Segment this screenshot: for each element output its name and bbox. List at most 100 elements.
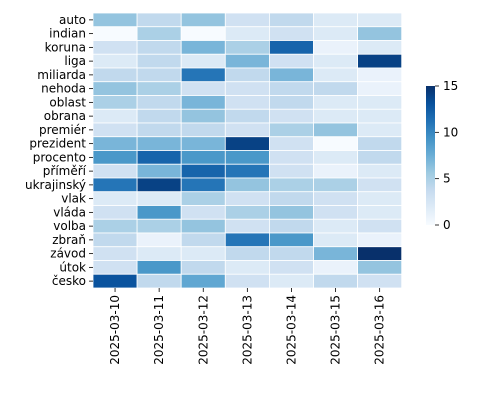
- heatmap-cell: [136, 177, 182, 193]
- heatmap-cell: [224, 246, 270, 261]
- heatmap-cell: [136, 205, 182, 220]
- heatmap-cell: [224, 177, 270, 193]
- heatmap-cell: [92, 177, 138, 193]
- heatmap-cell: [357, 218, 403, 234]
- heatmap-cell: [136, 273, 182, 289]
- heatmap-cell: [136, 191, 182, 206]
- heatmap-cell: [92, 273, 138, 289]
- heatmap-cell: [313, 163, 358, 179]
- heatmap-cell: [357, 163, 403, 179]
- colorbar-gradient: [426, 86, 435, 225]
- heatmap-cell: [357, 53, 403, 69]
- heatmap-cell: [224, 12, 270, 28]
- heatmap-cell: [180, 150, 226, 165]
- heatmap-cell: [357, 122, 403, 138]
- y-tick-label: miliarda: [37, 68, 86, 82]
- heatmap-cell: [136, 95, 182, 110]
- heatmap-cell: [224, 136, 270, 151]
- heatmap-cell: [313, 122, 358, 138]
- heatmap-cell: [92, 108, 138, 124]
- heatmap-cell: [136, 122, 182, 138]
- colorbar-tick-label: 10: [443, 125, 458, 139]
- heatmap-cell: [313, 26, 358, 41]
- heatmap-cell: [136, 246, 182, 261]
- heatmap-cell: [268, 191, 314, 206]
- heatmap-cell: [313, 12, 358, 28]
- heatmap-cell: [136, 26, 182, 41]
- y-axis-labels: autoindiankorunaligamiliardanehodaoblast…: [25, 13, 93, 288]
- x-tick-label: 2025-03-13: [240, 295, 254, 365]
- heatmap-cell: [224, 95, 270, 110]
- y-tick-label: ukrajinský: [25, 178, 86, 192]
- heatmap-cell: [136, 260, 182, 275]
- heatmap-cell: [224, 260, 270, 275]
- y-tick-label: vlak: [61, 192, 86, 206]
- heatmap-cell: [357, 12, 403, 28]
- heatmap-cell: [313, 246, 358, 261]
- heatmap-cell: [268, 273, 314, 289]
- heatmap-cell: [180, 81, 226, 96]
- heatmap-cell: [224, 205, 270, 220]
- heatmap-cells: [92, 12, 403, 289]
- heatmap-cell: [357, 246, 403, 261]
- heatmap-cell: [180, 26, 226, 41]
- heatmap-cell: [357, 205, 403, 220]
- heatmap-cell: [357, 40, 403, 55]
- heatmap-cell: [357, 260, 403, 275]
- heatmap-cell: [92, 205, 138, 220]
- x-axis-labels: 2025-03-10 2025-03-11 2025-03-12 2025-03-13…: [108, 288, 387, 365]
- heatmap-cell: [180, 122, 226, 138]
- heatmap-cell: [357, 26, 403, 41]
- heatmap-cell: [268, 12, 314, 28]
- y-tick-label: nehoda: [41, 82, 86, 96]
- heatmap-cell: [224, 26, 270, 41]
- heatmap-cell: [357, 150, 403, 165]
- heatmap-cell: [92, 246, 138, 261]
- heatmap-cell: [92, 218, 138, 234]
- y-tick-label: útok: [59, 260, 86, 274]
- heatmap-cell: [313, 108, 358, 124]
- heatmap-cell: [180, 177, 226, 193]
- heatmap-cell: [224, 53, 270, 69]
- colorbar-ticks: 0 5 10 15: [435, 79, 458, 232]
- heatmap-cell: [180, 12, 226, 28]
- heatmap-cell: [357, 273, 403, 289]
- heatmap-cell: [180, 273, 226, 289]
- y-tick-label: závod: [50, 247, 86, 261]
- heatmap-cell: [313, 95, 358, 110]
- x-tick-label: 2025-03-11: [152, 295, 166, 365]
- heatmap-cell: [92, 12, 138, 28]
- heatmap-cell: [136, 81, 182, 96]
- y-tick-label: premiér: [39, 123, 86, 137]
- heatmap-cell: [224, 163, 270, 179]
- x-tick-label: 2025-03-15: [329, 295, 343, 365]
- heatmap-cell: [268, 246, 314, 261]
- colorbar-tick-label: 0: [443, 218, 451, 232]
- heatmap-cell: [313, 191, 358, 206]
- heatmap-cell: [224, 232, 270, 248]
- heatmap-cell: [268, 163, 314, 179]
- y-tick-label: obrana: [44, 109, 86, 123]
- heatmap-cell: [92, 191, 138, 206]
- y-tick-label: koruna: [45, 40, 86, 54]
- heatmap-cell: [313, 177, 358, 193]
- heatmap-cell: [313, 40, 358, 55]
- heatmap-cell: [268, 108, 314, 124]
- heatmap-cell: [92, 81, 138, 96]
- heatmap-cell: [313, 218, 358, 234]
- heatmap-cell: [268, 136, 314, 151]
- heatmap-cell: [92, 67, 138, 83]
- heatmap-cell: [224, 122, 270, 138]
- heatmap-cell: [136, 12, 182, 28]
- heatmap-cell: [268, 81, 314, 96]
- heatmap-cell: [224, 40, 270, 55]
- heatmap-cell: [136, 40, 182, 55]
- y-tick-label: volba: [53, 219, 86, 233]
- heatmap-cell: [180, 40, 226, 55]
- y-tick-label: oblast: [49, 95, 86, 109]
- heatmap-cell: [357, 95, 403, 110]
- heatmap-cell: [224, 218, 270, 234]
- x-tick-label: 2025-03-12: [196, 295, 210, 365]
- heatmap-cell: [136, 136, 182, 151]
